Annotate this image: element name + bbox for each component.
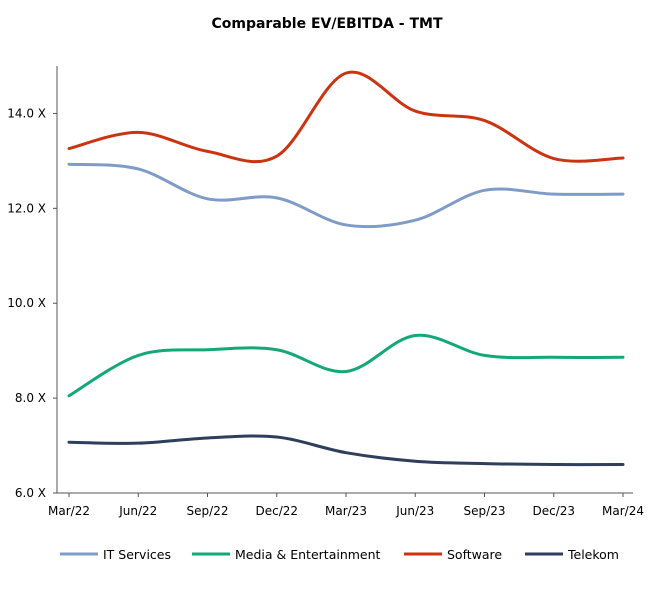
x-tick-label: Dec/23 xyxy=(532,504,575,518)
series-line-media-entertainment xyxy=(67,333,625,398)
y-tick-label: 14.0 X xyxy=(7,106,46,120)
legend-label: IT Services xyxy=(103,547,171,562)
x-tick-label: Mar/23 xyxy=(325,504,367,518)
chart-title: Comparable EV/EBITDA - TMT xyxy=(211,16,443,32)
y-tick-label: 6.0 X xyxy=(15,486,46,500)
x-tick-label: Mar/24 xyxy=(602,504,644,518)
y-tick-label: 10.0 X xyxy=(7,296,46,310)
legend-item-media-entertainment: Media & Entertainment xyxy=(192,547,381,562)
legend-label: Telekom xyxy=(567,547,619,562)
series-line-telekom xyxy=(67,434,625,467)
legend-item-telekom: Telekom xyxy=(525,547,619,562)
x-tick-label: Sep/23 xyxy=(464,504,506,518)
x-tick-label: Dec/22 xyxy=(255,504,298,518)
legend-label: Media & Entertainment xyxy=(235,547,381,562)
legend-item-software: Software xyxy=(404,547,502,562)
x-tick-label: Mar/22 xyxy=(48,504,90,518)
y-tick-label: 12.0 X xyxy=(7,201,46,215)
series-line-it-services xyxy=(67,162,625,229)
x-tick-label: Sep/22 xyxy=(187,504,229,518)
x-tick-label: Jun/22 xyxy=(118,504,157,518)
x-tick-label: Jun/23 xyxy=(395,504,434,518)
series-line-software xyxy=(67,70,625,164)
y-tick-label: 8.0 X xyxy=(15,391,46,405)
legend-label: Software xyxy=(447,547,502,562)
legend-item-it-services: IT Services xyxy=(60,547,171,562)
